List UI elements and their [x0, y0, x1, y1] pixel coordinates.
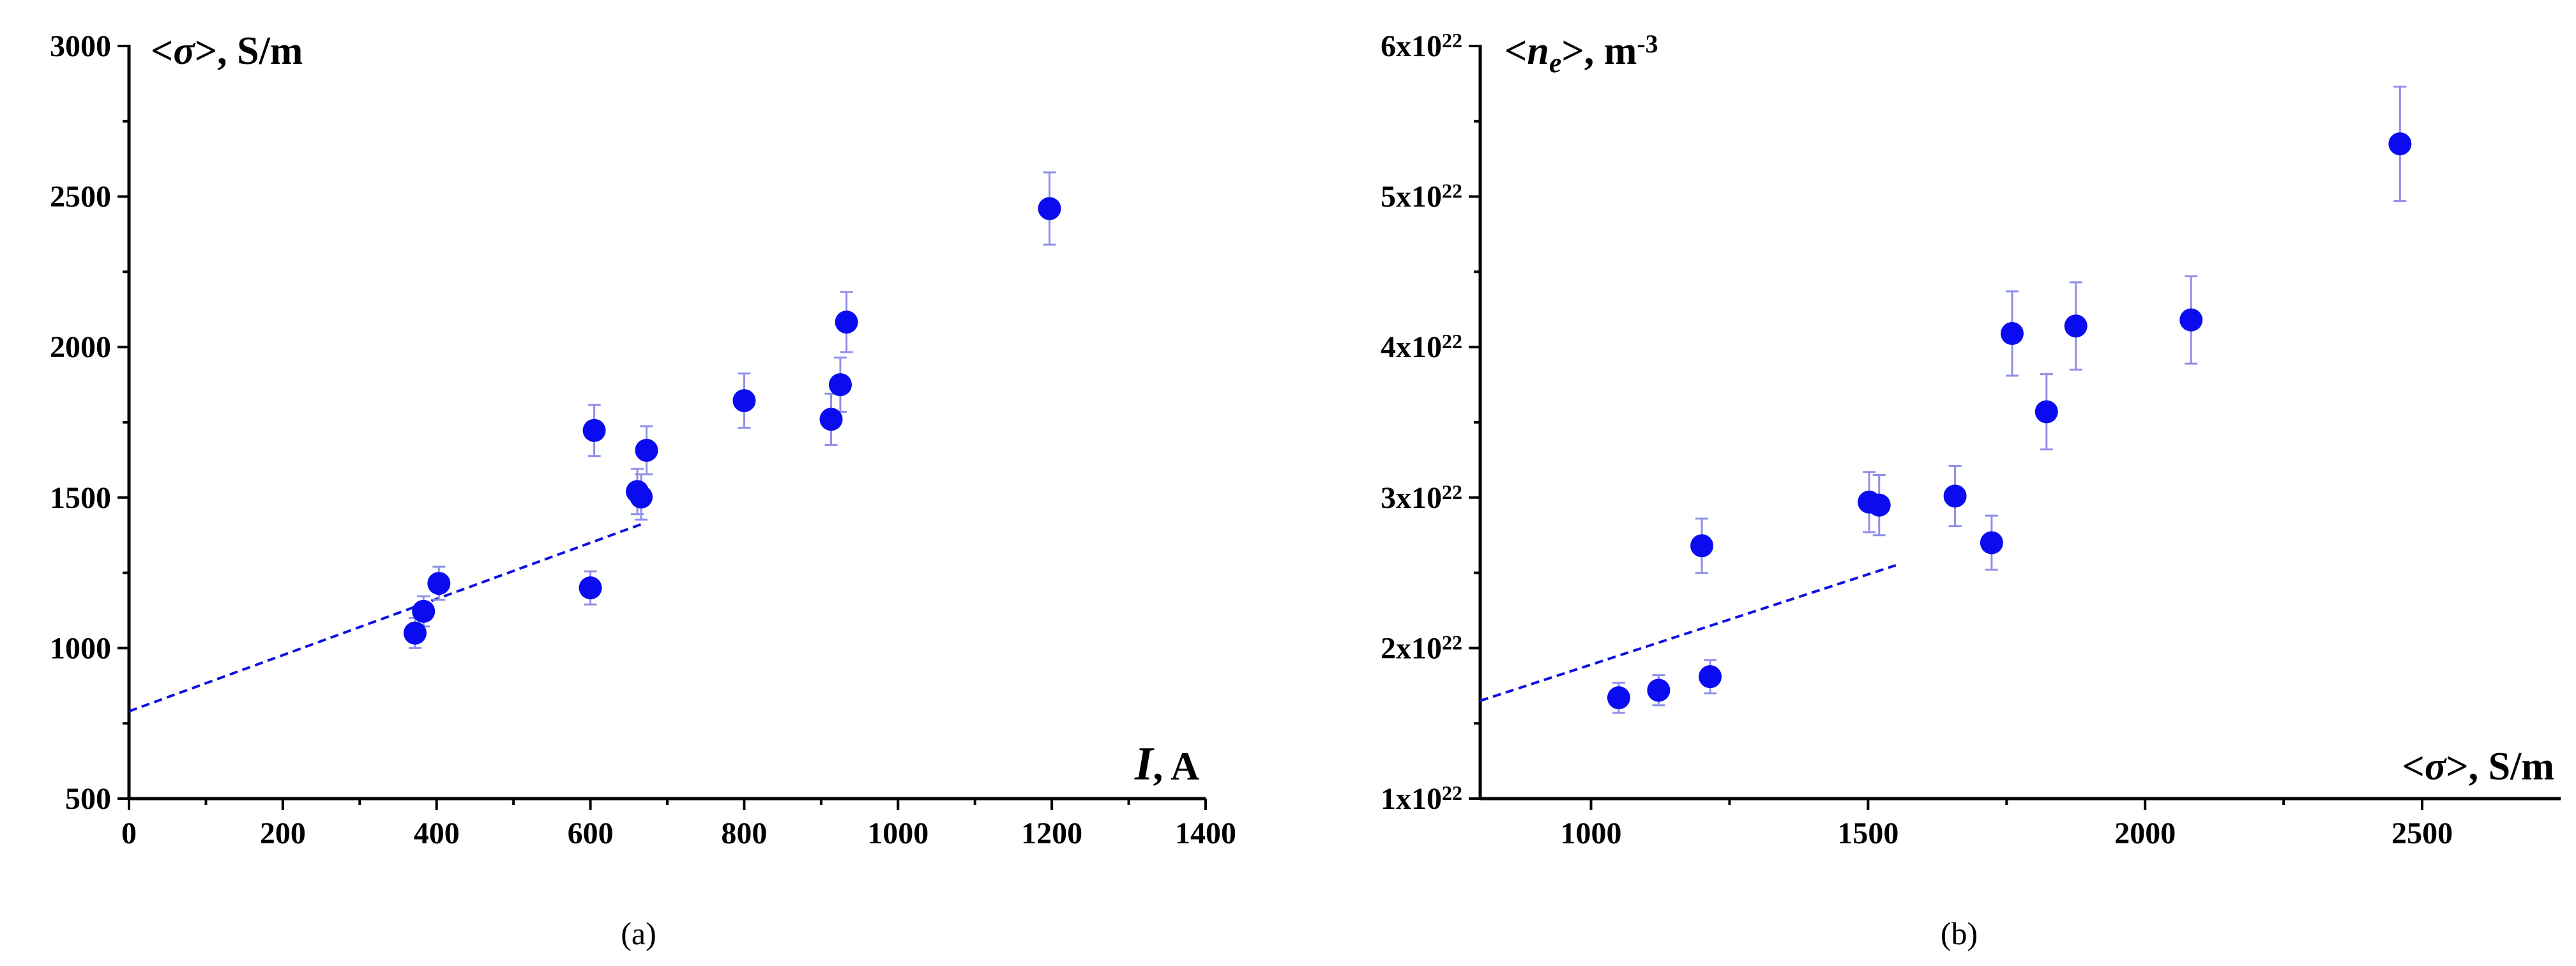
y-tick-label: 2x1022 [1381, 631, 1462, 665]
y-title-prefix: < [151, 29, 173, 73]
y-tick-label: 1000 [50, 631, 111, 665]
x-title-symbol: σ [2425, 745, 2447, 788]
x-tick-label: 1000 [1561, 816, 1622, 850]
y-title-suffix: >, m [1561, 29, 1637, 73]
y-tick-label-exponent: 22 [1442, 330, 1462, 353]
y-axis-title: <ne>, m-3 [1504, 29, 1658, 79]
x-tick-label: 2000 [2114, 816, 2176, 850]
y-tick-label: 2000 [50, 330, 111, 364]
y-tick-label-exponent: 22 [1442, 480, 1462, 503]
data-point [1867, 493, 1891, 517]
y-title-symbol: n [1527, 29, 1549, 73]
data-point [1980, 531, 2003, 555]
x-title-suffix: , A [1153, 745, 1200, 788]
y-tick-label: 6x1022 [1381, 29, 1462, 63]
x-title-symbol: I [1134, 738, 1155, 790]
y-tick-label-base: 5x10 [1381, 180, 1442, 214]
x-axis-title: <σ>, S/m [2402, 745, 2554, 788]
y-tick-label-exponent: 22 [1442, 781, 1462, 804]
y-title-symbol: σ [173, 29, 195, 73]
data-point [2179, 308, 2203, 332]
x-axis-title: I, A [1134, 738, 1199, 790]
data-point [1647, 678, 1671, 702]
chart-panel-a: 0 200 400 600 800 1000 1200 1400 500 1000 1500 2000… [50, 29, 1236, 951]
x-tick-label: 1500 [1837, 816, 1898, 850]
y-tick-label-exponent: 22 [1442, 29, 1462, 52]
y-tick-label: 4x1022 [1381, 330, 1462, 364]
data-point [819, 408, 843, 431]
trend-line [128, 521, 645, 713]
x-tick-label: 200 [260, 816, 306, 850]
x-tick-label: 1000 [867, 816, 928, 850]
y-tick-label-base: 4x10 [1381, 330, 1442, 364]
x-tick-label: 400 [414, 816, 460, 850]
x-tick-label: 600 [568, 816, 614, 850]
y-tick-label-base: 3x10 [1381, 481, 1442, 515]
trend-line [1480, 564, 1897, 702]
y-tick-label: 500 [65, 782, 111, 816]
panel-label: (b) [1941, 916, 1978, 951]
y-tick-label: 1500 [50, 481, 111, 515]
y-tick-label: 3000 [50, 29, 111, 63]
x-title-suffix: >, S/m [2446, 745, 2554, 788]
data-point [1607, 686, 1630, 710]
data-point [1943, 484, 1967, 508]
data-point [635, 438, 658, 462]
chart-panel-b: 1000 1500 2000 25001x10222x10223x10224x1022… [1381, 29, 2561, 951]
data-point [835, 310, 858, 334]
y-tick-label-base: 1x10 [1381, 782, 1442, 816]
x-tick-label: 0 [121, 816, 137, 850]
x-tick-label: 1400 [1175, 816, 1236, 850]
data-point [1038, 197, 1061, 220]
data-point [403, 621, 427, 645]
y-title-subscript: e [1549, 47, 1562, 79]
data-point [427, 572, 451, 595]
data-point [828, 373, 852, 397]
y-tick-label: 1x1022 [1381, 781, 1462, 816]
y-tick-label: 5x1022 [1381, 179, 1462, 213]
data-point [579, 576, 602, 600]
data-point [2034, 400, 2058, 424]
y-tick-label: 2500 [50, 180, 111, 214]
y-axis-title: <σ>, S/m [151, 29, 303, 73]
y-tick-label-exponent: 22 [1442, 179, 1462, 202]
y-tick-label-exponent: 22 [1442, 631, 1462, 654]
data-point [582, 418, 606, 442]
panel-label: (a) [621, 916, 656, 951]
x-tick-label: 800 [721, 816, 767, 850]
data-point [630, 485, 653, 509]
data-point [2000, 321, 2024, 345]
x-tick-label: 2500 [2391, 816, 2453, 850]
x-title-prefix: < [2402, 745, 2425, 788]
data-point [2064, 314, 2087, 338]
data-point [412, 599, 436, 623]
y-title-prefix: < [1504, 29, 1527, 73]
y-tick-label-base: 2x10 [1381, 631, 1442, 665]
y-tick-label: 3x1022 [1381, 480, 1462, 514]
data-point [1699, 665, 1722, 689]
y-title-superscript: -3 [1637, 29, 1658, 58]
data-point [2388, 132, 2412, 156]
data-point [732, 389, 756, 413]
y-title-suffix: >, S/m [195, 29, 303, 73]
y-tick-label-base: 6x10 [1381, 29, 1442, 63]
x-tick-label: 1200 [1021, 816, 1082, 850]
data-point [1690, 534, 1714, 558]
